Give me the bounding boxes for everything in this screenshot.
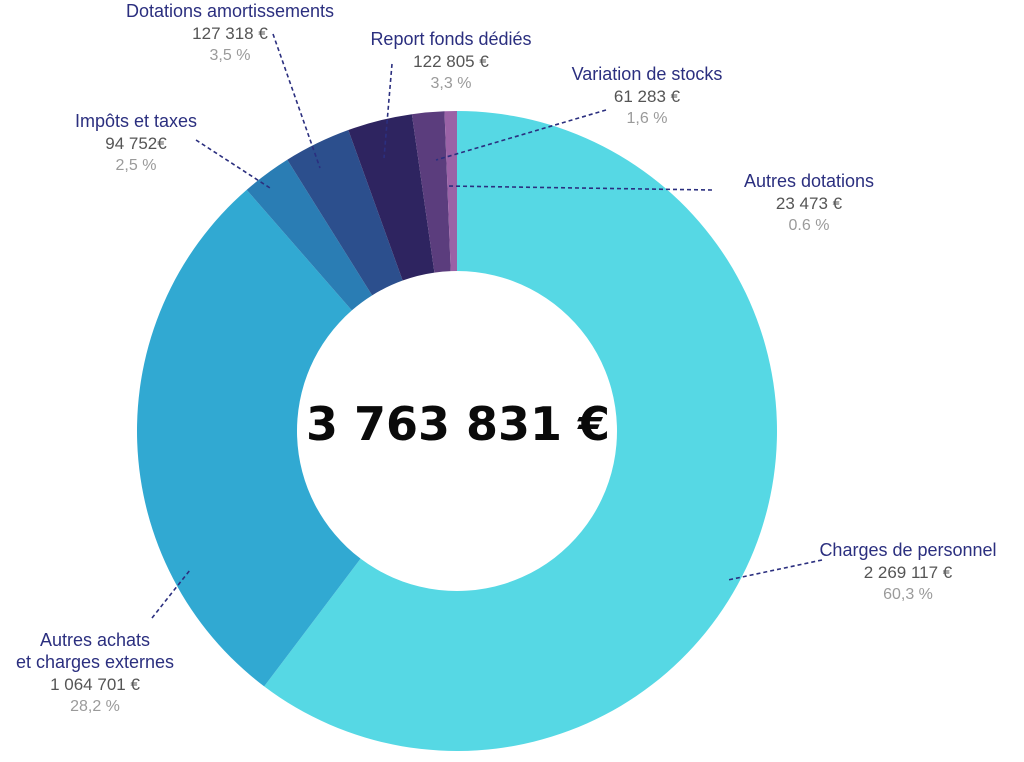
slice-label-4: Report fonds dédiés xyxy=(370,29,531,49)
slice-6 xyxy=(444,111,457,272)
donut-slices xyxy=(137,111,777,752)
slice-percent-2: 2,5 % xyxy=(116,157,157,174)
leader-line-6 xyxy=(445,185,713,191)
slice-percent-5: 1,6 % xyxy=(627,110,668,127)
slice-label-2: Impôts et taxes xyxy=(75,111,197,131)
leader-line-3 xyxy=(272,33,321,169)
leader-line-0 xyxy=(727,559,823,581)
slice-label-5: Variation de stocks xyxy=(572,64,723,84)
slice-label-3: Dotations amortissements xyxy=(126,1,334,21)
slice-3 xyxy=(287,130,403,296)
slice-value-3: 127 318 € xyxy=(192,24,268,43)
slice-label-1-line-1: et charges externes xyxy=(16,652,174,672)
slice-labels: Charges de personnel 2 269 117 € 60,3 % Aut… xyxy=(16,1,997,715)
leader-line-2 xyxy=(195,139,271,189)
leader-line-4 xyxy=(383,63,393,159)
slice-2 xyxy=(246,159,373,311)
slice-4 xyxy=(348,114,435,281)
slice-value-1: 1 064 701 € xyxy=(50,675,140,694)
slice-value-5: 61 283 € xyxy=(614,87,681,106)
center-total: 3 763 831 € xyxy=(306,397,610,451)
slice-value-0: 2 269 117 € xyxy=(864,563,953,582)
leader-line-1 xyxy=(151,569,191,619)
slice-5 xyxy=(411,111,451,273)
slice-0 xyxy=(264,111,777,752)
slice-value-2: 94 752€ xyxy=(105,134,167,153)
slice-value-4: 122 805 € xyxy=(413,52,489,71)
slice-label-6: Autres dotations xyxy=(744,171,874,191)
slice-percent-1: 28,2 % xyxy=(70,698,120,715)
slice-label-0: Charges de personnel xyxy=(819,540,996,560)
slice-percent-0: 60,3 % xyxy=(883,586,933,603)
leader-line-5 xyxy=(435,109,607,161)
slice-percent-6: 0.6 % xyxy=(789,217,830,234)
slice-percent-4: 3,3 % xyxy=(431,75,472,92)
slice-label-1-line-0: Autres achats xyxy=(40,630,150,650)
leader-lines xyxy=(151,33,823,619)
slice-percent-3: 3,5 % xyxy=(210,47,251,64)
slice-value-6: 23 473 € xyxy=(776,194,843,213)
slice-1 xyxy=(137,189,361,687)
